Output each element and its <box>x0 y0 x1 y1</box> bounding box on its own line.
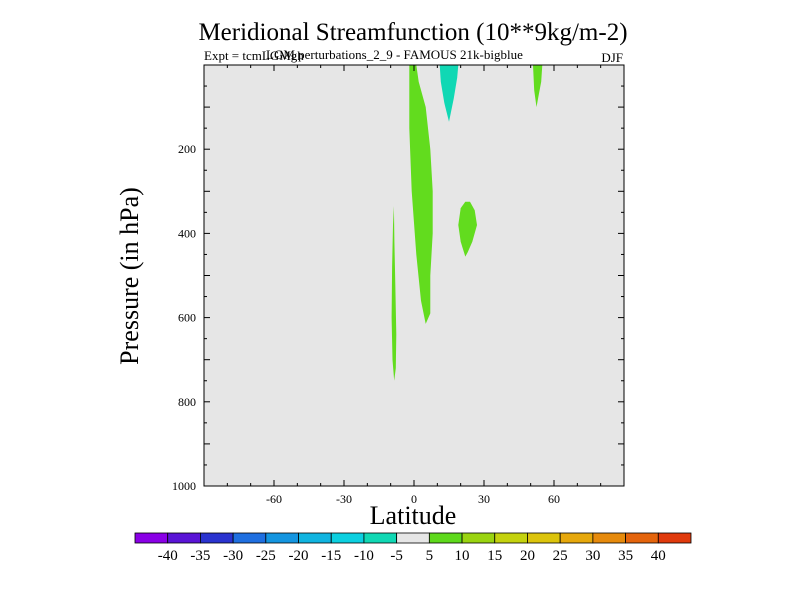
colorbar-label: -35 <box>190 548 210 564</box>
contour-regions <box>391 65 543 381</box>
colorbar-swatch <box>363 532 398 544</box>
contour-region-teal-top-tropics <box>439 65 459 122</box>
colorbar-swatch <box>461 532 496 544</box>
x-tick-label: 60 <box>548 492 560 506</box>
colorbar-swatch <box>559 532 594 544</box>
colorbar-swatch <box>330 532 365 544</box>
colorbar-swatch <box>134 532 169 544</box>
colorbar-swatch <box>200 532 234 544</box>
y-tick-label: 400 <box>178 226 196 240</box>
chart-title: Meridional Streamfunction (10**9kg/m-2) <box>198 19 627 46</box>
colorbar-label: 20 <box>520 548 535 564</box>
contour-region-green-sliver-south <box>391 206 397 381</box>
contour-region-green-top-north <box>533 65 543 108</box>
colorbar-label: -10 <box>354 548 374 564</box>
colorbar-swatch <box>167 532 201 544</box>
x-tick-label: 0 <box>411 492 417 506</box>
colorbar-swatch <box>232 532 267 544</box>
colorbar-label: -15 <box>321 548 341 564</box>
colorbar-swatch <box>657 532 692 544</box>
colorbar-label: 10 <box>455 548 470 564</box>
colorbar-label: 5 <box>426 548 434 564</box>
colorbar-label: -25 <box>256 548 276 564</box>
colorbar-label: 25 <box>553 548 568 564</box>
y-tick-labels: 200 400 600 800 1000 <box>172 142 196 493</box>
colorbar-label: 15 <box>487 548 502 564</box>
colorbar-swatch <box>428 532 463 544</box>
x-tick-label: 30 <box>478 492 490 506</box>
colorbar-label: -30 <box>223 548 243 564</box>
y-tick-label: 800 <box>178 395 196 409</box>
colorbar-labels: -40 -35 -30 -25 -20 -15 -10 -5 5 10 15 20 25 30 35 40 <box>158 548 666 564</box>
x-tick-label: -30 <box>336 492 352 506</box>
colorbar-swatch <box>527 532 561 544</box>
axis-ticks <box>204 65 624 487</box>
colorbar-swatch <box>265 532 299 544</box>
contour-region-green-column-equator <box>409 65 433 324</box>
colorbar-label: 30 <box>585 548 600 564</box>
chart-subtitle-overlay: LGM perturbations_2_9 - FAMOUS 21k-bigbl… <box>266 47 523 62</box>
colorbar <box>134 532 692 544</box>
colorbar-swatch <box>396 532 430 544</box>
y-tick-label: 600 <box>178 311 196 325</box>
colorbar-swatch <box>298 532 332 544</box>
x-tick-labels: -60 -30 0 30 60 <box>266 492 560 506</box>
colorbar-label: 40 <box>651 548 666 564</box>
colorbar-label: -20 <box>289 548 309 564</box>
colorbar-swatch <box>592 532 626 544</box>
y-tick-label: 200 <box>178 142 196 156</box>
chart-subtitle-left: Expt = tcmLGMgh <box>204 48 304 63</box>
y-axis-title: Pressure (in hPa) <box>115 187 144 365</box>
colorbar-label: 35 <box>618 548 633 564</box>
contour-region-green-blob-midlat <box>458 201 477 257</box>
x-axis-title: Latitude <box>370 501 457 530</box>
x-tick-label: -60 <box>266 492 282 506</box>
y-tick-label: 1000 <box>172 479 196 493</box>
colorbar-label: -5 <box>390 548 403 564</box>
colorbar-label: -40 <box>158 548 178 564</box>
colorbar-swatch <box>625 532 659 544</box>
colorbar-swatch <box>494 532 528 544</box>
chart-subtitle-season: DJF <box>601 50 623 65</box>
